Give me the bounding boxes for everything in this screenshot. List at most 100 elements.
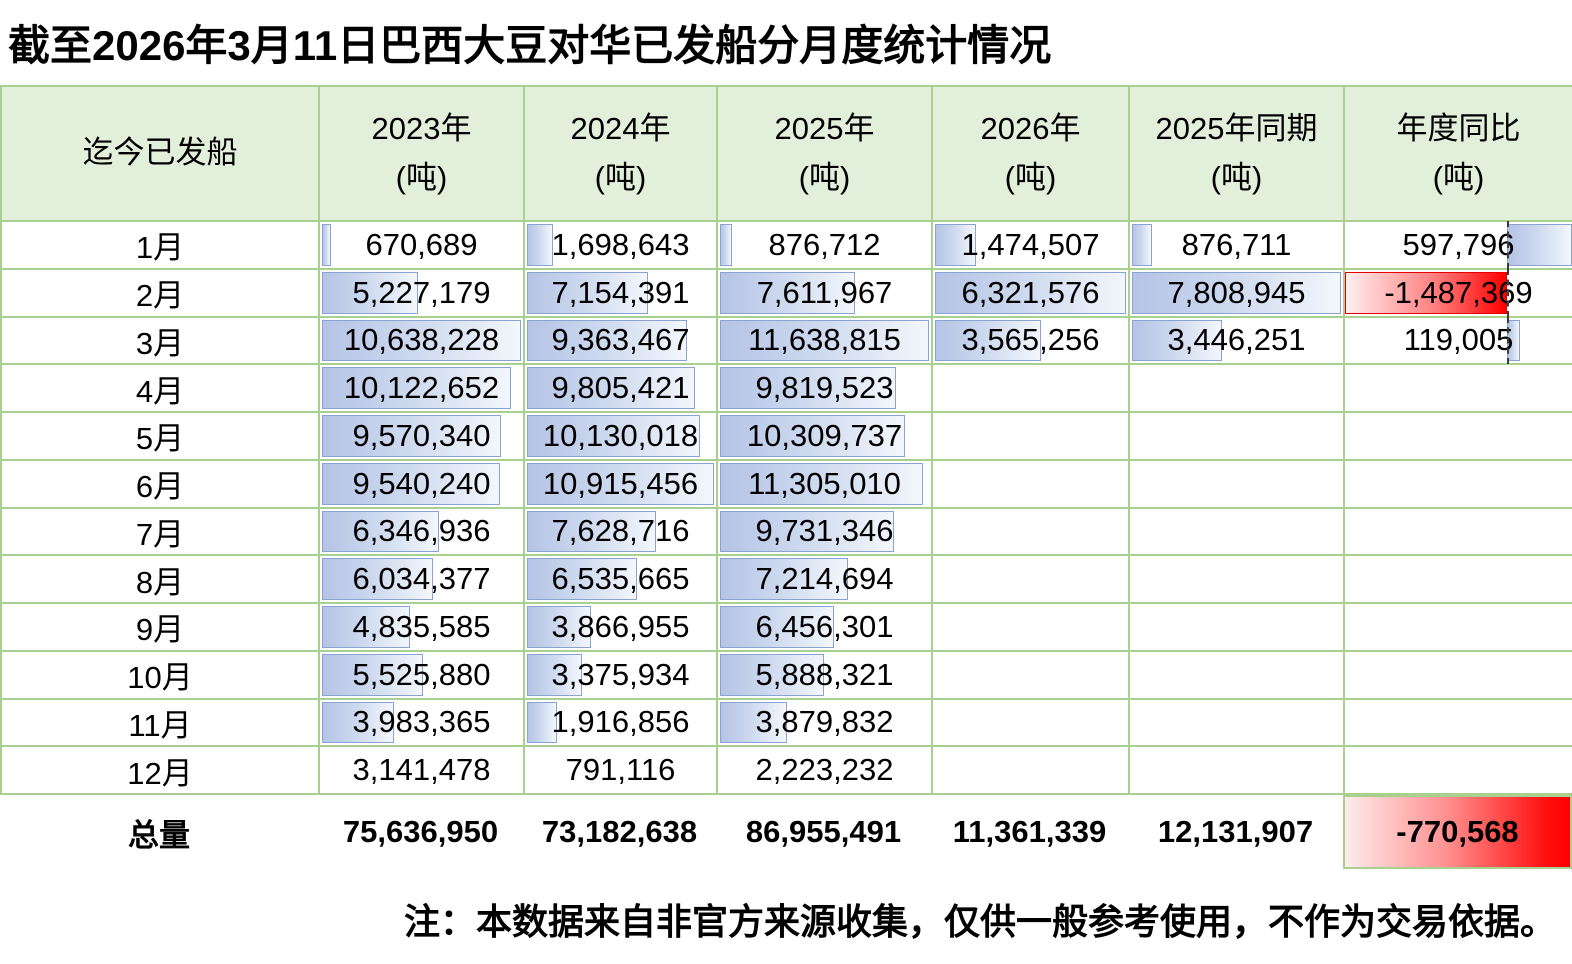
cell-value: 9,805,421 — [551, 370, 690, 406]
data-bar — [322, 558, 434, 600]
cell-value: 5,888,321 — [755, 656, 894, 692]
data-bar — [322, 701, 394, 744]
data-bar — [527, 558, 638, 600]
data-bar — [527, 367, 695, 409]
cell-value: 4,835,585 — [352, 608, 491, 644]
value-cell: 3,141,478 — [318, 745, 525, 795]
data-bar — [322, 415, 501, 457]
data-bar — [527, 606, 591, 648]
data-bar — [527, 415, 701, 457]
value-cell: 11,305,010 — [716, 458, 933, 509]
totals-value-2025: 86,955,491 — [745, 814, 902, 849]
shipment-table: 迄今已发船 2023年 (吨) 2024年 (吨) 2025年 (吨) 2026年 (吨… — [0, 85, 1572, 795]
data-bar — [935, 271, 1126, 314]
col-header-months: 迄今已发船 — [0, 85, 320, 222]
cell-value: 7,808,945 — [1167, 274, 1306, 310]
cell-value: 9,731,346 — [755, 513, 894, 549]
cell-value: -1,487,369 — [1384, 274, 1533, 310]
value-cell — [931, 602, 1130, 652]
footnote: 注：本数据来自非官方来源收集，仅供一般参考使用，不作为交易依据。 — [403, 901, 1556, 942]
header-row: 迄今已发船 2023年 (吨) 2024年 (吨) 2025年 (吨) 2026年 (吨… — [0, 85, 1572, 222]
col-header-2024: 2024年 (吨) — [523, 85, 718, 222]
data-bar — [935, 224, 977, 266]
value-cell: 7,611,967 — [716, 267, 933, 318]
data-bar — [720, 701, 787, 744]
data-bar — [935, 319, 1041, 362]
data-bar — [720, 606, 835, 648]
cell-value: 6,321,576 — [961, 274, 1100, 310]
data-bar — [527, 224, 553, 266]
value-cell — [931, 363, 1130, 413]
data-bar — [720, 367, 896, 409]
value-cell: 4,835,585 — [318, 602, 525, 652]
value-cell: 7,628,716 — [523, 506, 718, 557]
value-cell — [931, 458, 1130, 509]
cell-value: 7,628,716 — [551, 513, 690, 549]
cell-value: 10,309,737 — [746, 417, 903, 453]
data-bar — [527, 510, 657, 553]
cell-value: 670,689 — [365, 226, 478, 262]
month-cell: 9月 — [0, 602, 320, 652]
value-cell: 5,227,179 — [318, 267, 525, 318]
value-cell: 3,446,251 — [1128, 315, 1345, 366]
value-cell — [1128, 649, 1345, 700]
data-bar — [720, 653, 824, 696]
value-cell: 5,888,321 — [716, 649, 933, 700]
data-bar — [527, 319, 687, 362]
value-cell: 791,116 — [523, 745, 718, 795]
cell-value: 6,456,301 — [755, 608, 894, 644]
value-cell: 9,819,523 — [716, 363, 933, 413]
value-cell — [931, 411, 1130, 461]
data-bar — [322, 606, 411, 648]
totals-value-2024: 73,182,638 — [541, 814, 698, 849]
cell-value: 9,570,340 — [352, 417, 491, 453]
value-cell: 9,731,346 — [716, 506, 933, 557]
value-cell: 876,712 — [716, 220, 933, 270]
data-bar — [720, 415, 905, 457]
col-header-2025: 2025年 (吨) — [716, 85, 933, 222]
value-cell — [1128, 602, 1345, 652]
value-cell: 10,915,456 — [523, 458, 718, 509]
data-bar — [322, 462, 501, 505]
value-cell: 9,540,240 — [318, 458, 525, 509]
data-bar — [1132, 224, 1152, 266]
totals-value-2026: 11,361,339 — [952, 814, 1107, 849]
value-cell: -1,487,369 — [1343, 267, 1572, 318]
value-cell: 119,005 — [1343, 315, 1572, 366]
cell-value: 10,915,456 — [542, 465, 699, 501]
cell-value: 3,983,365 — [352, 704, 491, 740]
value-cell: 10,638,228 — [318, 315, 525, 366]
cell-value: 9,540,240 — [352, 465, 491, 501]
cell-value: 10,130,018 — [542, 417, 699, 453]
month-cell: 6月 — [0, 458, 320, 509]
data-bar — [322, 653, 424, 696]
value-cell: 1,916,856 — [523, 697, 718, 748]
page-title: 截至2026年3月11日巴西大豆对华已发船分月度统计情况 — [8, 22, 1052, 69]
cell-value: 11,638,815 — [748, 322, 901, 358]
positive-data-bar — [1506, 224, 1572, 266]
value-cell: 3,375,934 — [523, 649, 718, 700]
value-cell: 6,535,665 — [523, 554, 718, 604]
month-cell: 11月 — [0, 697, 320, 748]
data-bar — [527, 462, 714, 505]
value-cell — [1128, 458, 1345, 509]
cell-value: 1,698,643 — [551, 226, 690, 262]
value-cell — [1343, 697, 1572, 748]
month-cell: 12月 — [0, 745, 320, 795]
col-header-2026: 2026年 (吨) — [931, 85, 1130, 222]
value-cell — [931, 745, 1130, 795]
value-cell: 5,525,880 — [318, 649, 525, 700]
cell-value: 1,474,507 — [961, 226, 1100, 262]
value-cell: 3,983,365 — [318, 697, 525, 748]
cell-value: 10,638,228 — [343, 322, 500, 358]
value-cell: 10,130,018 — [523, 411, 718, 461]
cell-value: 7,154,391 — [551, 274, 690, 310]
value-cell — [1343, 363, 1572, 413]
data-bar — [1132, 319, 1222, 362]
data-bar — [720, 510, 895, 553]
data-bar — [527, 653, 583, 696]
cell-value: 7,611,967 — [756, 274, 893, 310]
cell-value: 6,346,936 — [352, 513, 491, 549]
zero-axis-line — [1506, 316, 1509, 365]
